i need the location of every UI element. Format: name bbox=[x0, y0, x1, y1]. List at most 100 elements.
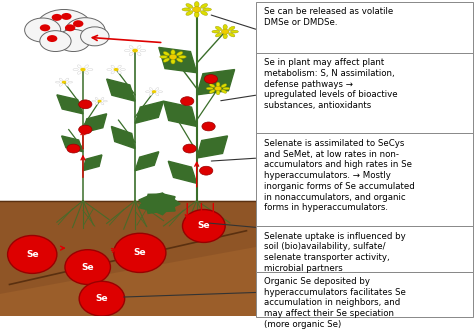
Circle shape bbox=[79, 125, 92, 134]
Ellipse shape bbox=[182, 210, 225, 243]
Ellipse shape bbox=[163, 52, 170, 56]
Ellipse shape bbox=[149, 88, 153, 90]
Ellipse shape bbox=[231, 30, 238, 33]
Ellipse shape bbox=[111, 71, 114, 74]
Ellipse shape bbox=[65, 83, 69, 86]
Ellipse shape bbox=[216, 90, 220, 95]
Ellipse shape bbox=[111, 65, 114, 68]
Circle shape bbox=[47, 35, 57, 42]
Text: Se: Se bbox=[198, 221, 210, 230]
Ellipse shape bbox=[8, 236, 57, 274]
Ellipse shape bbox=[206, 87, 213, 90]
Polygon shape bbox=[159, 194, 175, 205]
Ellipse shape bbox=[103, 100, 107, 102]
Circle shape bbox=[73, 20, 83, 27]
Ellipse shape bbox=[203, 8, 211, 11]
Ellipse shape bbox=[215, 33, 222, 37]
Ellipse shape bbox=[88, 69, 93, 71]
Ellipse shape bbox=[149, 93, 153, 96]
Circle shape bbox=[114, 68, 118, 71]
Circle shape bbox=[52, 14, 62, 21]
Polygon shape bbox=[135, 101, 164, 123]
Text: Se: Se bbox=[96, 294, 108, 303]
Ellipse shape bbox=[107, 69, 112, 71]
Ellipse shape bbox=[124, 49, 130, 52]
Ellipse shape bbox=[65, 250, 110, 285]
FancyBboxPatch shape bbox=[256, 53, 473, 134]
Ellipse shape bbox=[223, 87, 230, 90]
Ellipse shape bbox=[221, 84, 227, 87]
Ellipse shape bbox=[176, 52, 183, 56]
Ellipse shape bbox=[146, 91, 150, 92]
Circle shape bbox=[79, 100, 92, 109]
Text: Se: Se bbox=[26, 250, 38, 259]
Text: Selenate uptake is influenced by
soil (bio)availability, sulfate/
selenate trans: Selenate uptake is influenced by soil (b… bbox=[264, 232, 406, 273]
Ellipse shape bbox=[176, 58, 183, 62]
Circle shape bbox=[183, 144, 196, 153]
Polygon shape bbox=[146, 194, 161, 203]
Polygon shape bbox=[152, 193, 170, 202]
Ellipse shape bbox=[216, 82, 220, 87]
Ellipse shape bbox=[186, 11, 193, 15]
Polygon shape bbox=[159, 47, 197, 73]
Ellipse shape bbox=[137, 46, 141, 49]
Ellipse shape bbox=[129, 46, 133, 49]
Circle shape bbox=[152, 90, 156, 93]
Ellipse shape bbox=[228, 26, 235, 31]
Ellipse shape bbox=[194, 2, 199, 7]
Polygon shape bbox=[139, 195, 159, 207]
FancyBboxPatch shape bbox=[256, 226, 473, 272]
Circle shape bbox=[200, 166, 213, 175]
Circle shape bbox=[81, 27, 109, 46]
Circle shape bbox=[204, 75, 218, 83]
FancyBboxPatch shape bbox=[256, 271, 473, 317]
FancyBboxPatch shape bbox=[256, 133, 473, 227]
Ellipse shape bbox=[194, 12, 199, 17]
Circle shape bbox=[65, 24, 75, 31]
Circle shape bbox=[202, 122, 215, 131]
Polygon shape bbox=[159, 197, 180, 209]
FancyBboxPatch shape bbox=[256, 2, 473, 54]
Ellipse shape bbox=[91, 100, 96, 102]
Polygon shape bbox=[62, 136, 83, 152]
Polygon shape bbox=[0, 201, 258, 294]
Circle shape bbox=[62, 81, 66, 84]
Ellipse shape bbox=[95, 97, 98, 100]
Circle shape bbox=[40, 24, 50, 31]
Text: Se: Se bbox=[134, 248, 146, 257]
Ellipse shape bbox=[55, 81, 60, 83]
Circle shape bbox=[25, 18, 61, 42]
Circle shape bbox=[181, 97, 194, 106]
Ellipse shape bbox=[155, 93, 159, 96]
Circle shape bbox=[57, 29, 90, 51]
Polygon shape bbox=[197, 136, 228, 158]
Circle shape bbox=[221, 29, 229, 34]
Ellipse shape bbox=[223, 25, 227, 30]
Ellipse shape bbox=[101, 102, 104, 105]
Text: Se in plant may affect plant
metabolism: S, N assimilation,
defense pathways →
u: Se in plant may affect plant metabolism:… bbox=[264, 58, 398, 110]
Ellipse shape bbox=[221, 89, 227, 93]
Ellipse shape bbox=[137, 52, 141, 55]
Ellipse shape bbox=[73, 69, 78, 71]
Ellipse shape bbox=[210, 84, 215, 87]
Ellipse shape bbox=[59, 78, 63, 81]
Polygon shape bbox=[83, 114, 107, 133]
Text: Se: Se bbox=[82, 263, 94, 271]
Circle shape bbox=[98, 100, 101, 102]
Polygon shape bbox=[168, 161, 197, 183]
Polygon shape bbox=[159, 202, 175, 212]
Ellipse shape bbox=[155, 88, 159, 90]
Text: Se can be released as volatile
DMSe or DMDSe.: Se can be released as volatile DMSe or D… bbox=[264, 7, 393, 27]
Polygon shape bbox=[135, 152, 159, 171]
Polygon shape bbox=[107, 79, 135, 101]
Ellipse shape bbox=[201, 11, 208, 15]
Polygon shape bbox=[111, 126, 135, 149]
Circle shape bbox=[215, 86, 221, 91]
Ellipse shape bbox=[215, 26, 222, 31]
Ellipse shape bbox=[210, 89, 215, 93]
Ellipse shape bbox=[85, 65, 89, 68]
Ellipse shape bbox=[118, 65, 121, 68]
Circle shape bbox=[40, 31, 71, 51]
Polygon shape bbox=[139, 199, 159, 211]
Text: Organic Se deposited by
hyperaccumulators facilitates Se
accumulation in neighbo: Organic Se deposited by hyperaccumulator… bbox=[264, 277, 406, 329]
